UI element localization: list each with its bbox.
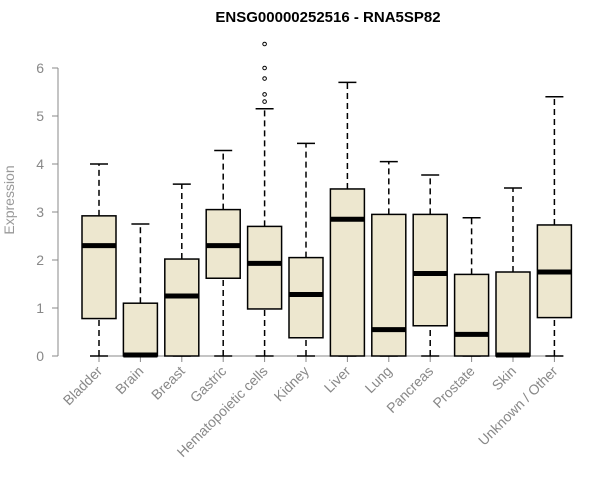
box-rect-1 — [122, 302, 159, 357]
box-2 — [164, 183, 200, 357]
y-tick-label-2: 2 — [36, 252, 44, 268]
box-rect-10 — [495, 271, 531, 357]
box-9 — [453, 217, 490, 357]
box-rect-6 — [329, 188, 366, 357]
x-tick-label-6: Liver — [321, 363, 354, 396]
x-tick-label-10: Skin — [489, 363, 520, 394]
box-rect-8 — [412, 213, 448, 327]
box-rect-2 — [164, 258, 200, 357]
x-tick-label-5: Kidney — [271, 363, 313, 405]
box-7 — [371, 160, 407, 357]
y-axis-label: Expression — [1, 165, 17, 234]
box-11 — [536, 96, 573, 357]
chart-title: ENSG00000252516 - RNA5SP82 — [215, 9, 440, 26]
outlier-4-1 — [262, 92, 267, 97]
x-tick-label-2: Breast — [148, 363, 188, 403]
box-8 — [412, 174, 448, 357]
outlier-4-3 — [262, 65, 267, 71]
x-tick-label-0: Bladder — [60, 363, 106, 409]
outlier-4-0 — [262, 99, 267, 104]
y-tick-label-3: 3 — [36, 204, 44, 220]
x-tick-label-9: Prostate — [430, 363, 478, 411]
y-tick-label-0: 0 — [36, 348, 44, 364]
y-tick-label-4: 4 — [36, 156, 44, 172]
box-rect-0 — [81, 215, 117, 320]
y-tick-label-1: 1 — [36, 300, 44, 316]
x-tick-label-11: Unknown / Other — [475, 363, 561, 449]
y-tick-label-6: 6 — [36, 60, 44, 76]
box-rect-5 — [288, 256, 324, 339]
outlier-4-2 — [262, 76, 267, 81]
box-rect-4 — [246, 225, 283, 310]
box-6 — [329, 81, 366, 357]
box-4 — [246, 41, 283, 357]
box-rect-9 — [453, 273, 490, 357]
y-axis: 0 1 2 3 4 5 6 — [36, 60, 59, 364]
box-0 — [81, 163, 117, 357]
x-tick-label-1: Brain — [112, 363, 146, 397]
box-10 — [495, 187, 531, 358]
x-tick-label-7: Lung — [362, 363, 395, 396]
box-3 — [205, 149, 241, 357]
box-5 — [288, 142, 324, 357]
outlier-4-4 — [262, 41, 267, 47]
boxes — [81, 41, 573, 358]
box-rect-7 — [371, 213, 407, 357]
y-tick-label-5: 5 — [36, 108, 44, 124]
box-1 — [122, 223, 159, 358]
